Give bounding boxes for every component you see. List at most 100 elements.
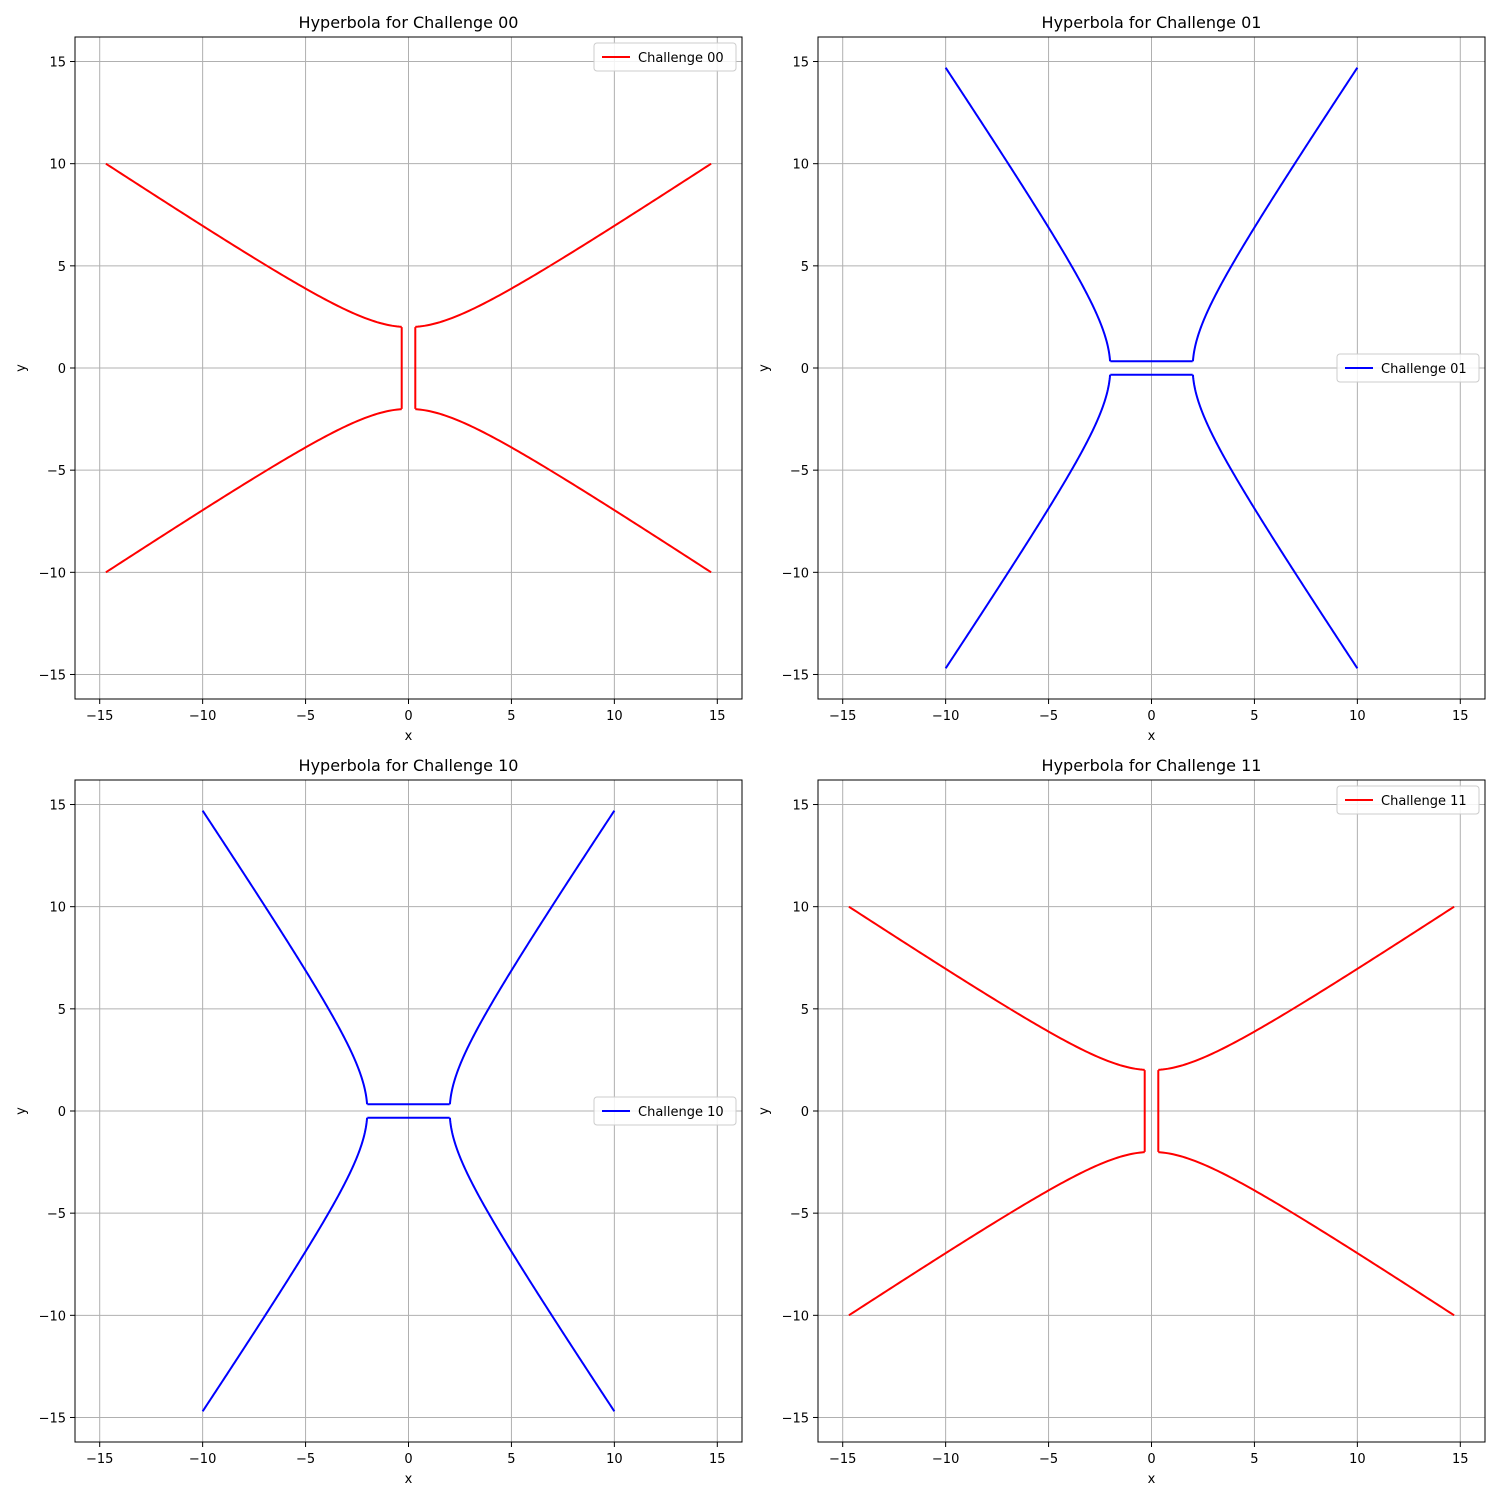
x-tick-label: 0 (404, 709, 412, 724)
legend-label: Challenge 10 (638, 1105, 724, 1120)
x-tick-label: 5 (1250, 1452, 1258, 1467)
y-tick-label: 10 (49, 158, 66, 173)
x-tick-label: 5 (1250, 709, 1258, 724)
legend-label: Challenge 11 (1381, 794, 1467, 809)
x-tick-label: 0 (1147, 1452, 1155, 1467)
x-tick-label: 15 (1452, 709, 1469, 724)
chart-title: Hyperbola for Challenge 11 (1042, 756, 1262, 775)
y-axis-label: y (757, 1107, 772, 1115)
y-axis-label: y (14, 364, 29, 372)
series-line-branch (848, 1151, 1145, 1317)
x-tick-label: −15 (86, 709, 113, 724)
x-tick-label: −5 (296, 1452, 315, 1467)
y-tick-label: −15 (782, 668, 809, 683)
y-tick-label: −10 (782, 1309, 809, 1324)
y-tick-label: 15 (49, 56, 66, 71)
y-tick-label: 10 (792, 901, 809, 916)
y-tick-label: 10 (792, 158, 809, 173)
y-tick-label: 0 (58, 1105, 66, 1120)
x-tick-label: 0 (404, 1452, 412, 1467)
x-tick-label: −5 (1039, 709, 1058, 724)
series-line-branch (1191, 67, 1359, 362)
series-line-branch (201, 810, 369, 1105)
y-tick-label: −5 (790, 1207, 809, 1222)
legend-label: Challenge 00 (638, 51, 724, 66)
series-line-branch (448, 810, 616, 1105)
y-axis-label: y (14, 1107, 29, 1115)
series-line-branch (448, 1117, 616, 1412)
series-line-branch (415, 408, 712, 574)
y-tick-label: 0 (801, 362, 809, 377)
series-line-branch (848, 905, 1145, 1071)
series-line-branch (944, 374, 1112, 669)
legend: Challenge 01 (1336, 353, 1480, 383)
x-tick-label: 15 (1452, 1452, 1469, 1467)
y-tick-label: −10 (782, 566, 809, 581)
x-tick-label: −15 (829, 709, 856, 724)
subplot-3: −15 −10 −5 0 5 10 15 −15 −10 −5 0 5 10 15 Hyperbola fo… (757, 756, 1486, 1487)
x-tick-label: 5 (507, 1452, 515, 1467)
x-axis-label: x (405, 1472, 413, 1487)
y-tick-label: −5 (790, 464, 809, 479)
x-tick-label: −5 (1039, 1452, 1058, 1467)
series-line-branch (105, 162, 402, 328)
y-tick-label: −15 (39, 1411, 66, 1426)
x-axis-label: x (1148, 729, 1156, 744)
series-line-branch (1158, 905, 1455, 1071)
legend-label: Challenge 01 (1381, 362, 1467, 377)
series-line-branch (415, 162, 712, 328)
y-tick-label: −5 (47, 464, 66, 479)
y-tick-label: 10 (49, 901, 66, 916)
legend: Challenge 10 (593, 1096, 737, 1126)
x-tick-label: −10 (189, 709, 216, 724)
y-tick-label: 0 (58, 362, 66, 377)
y-tick-label: 5 (58, 260, 66, 275)
subplot-2: −15 −10 −5 0 5 10 15 −15 −10 −5 0 5 10 15 Hyperbola fo… (14, 756, 743, 1487)
x-tick-label: 10 (606, 709, 623, 724)
subplot-1: −15 −10 −5 0 5 10 15 −15 −10 −5 0 5 10 15 Hyperbola fo… (757, 13, 1486, 744)
y-tick-label: −15 (39, 668, 66, 683)
y-tick-label: 15 (792, 799, 809, 814)
y-axis-label: y (757, 364, 772, 372)
y-tick-label: 5 (58, 1003, 66, 1018)
y-tick-label: −5 (47, 1207, 66, 1222)
x-tick-label: 15 (709, 709, 726, 724)
y-tick-label: 0 (801, 1105, 809, 1120)
chart-title: Hyperbola for Challenge 10 (299, 756, 519, 775)
legend: Challenge 00 (593, 42, 737, 72)
chart-title: Hyperbola for Challenge 01 (1042, 13, 1262, 32)
x-tick-label: −10 (932, 1452, 959, 1467)
series-line-branch (201, 1117, 369, 1412)
y-tick-label: −10 (39, 1309, 66, 1324)
x-tick-label: 10 (1349, 709, 1366, 724)
y-tick-label: −15 (782, 1411, 809, 1426)
x-tick-label: −10 (189, 1452, 216, 1467)
legend-box (593, 1096, 737, 1126)
legend-box (1336, 353, 1480, 383)
y-tick-label: −10 (39, 566, 66, 581)
x-axis-label: x (405, 729, 413, 744)
y-tick-label: 5 (801, 260, 809, 275)
x-tick-label: 10 (1349, 1452, 1366, 1467)
y-tick-label: 15 (792, 56, 809, 71)
legend: Challenge 11 (1336, 785, 1480, 815)
x-tick-label: 15 (709, 1452, 726, 1467)
series-line-branch (1158, 1151, 1455, 1317)
y-tick-label: 15 (49, 799, 66, 814)
subplot-0: −15 −10 −5 0 5 10 15 −15 −10 −5 0 5 10 15 Hyperbola fo… (14, 13, 743, 744)
x-axis-label: x (1148, 1472, 1156, 1487)
x-tick-label: −15 (86, 1452, 113, 1467)
legend-box (1336, 785, 1480, 815)
x-tick-label: −15 (829, 1452, 856, 1467)
legend-box (593, 42, 737, 72)
y-tick-label: 5 (801, 1003, 809, 1018)
series-line-branch (1191, 374, 1359, 669)
series-line-branch (944, 67, 1112, 362)
x-tick-label: 10 (606, 1452, 623, 1467)
series-line-branch (105, 408, 402, 574)
x-tick-label: 5 (507, 709, 515, 724)
x-tick-label: −10 (932, 709, 959, 724)
x-tick-label: 0 (1147, 709, 1155, 724)
chart-title: Hyperbola for Challenge 00 (299, 13, 519, 32)
